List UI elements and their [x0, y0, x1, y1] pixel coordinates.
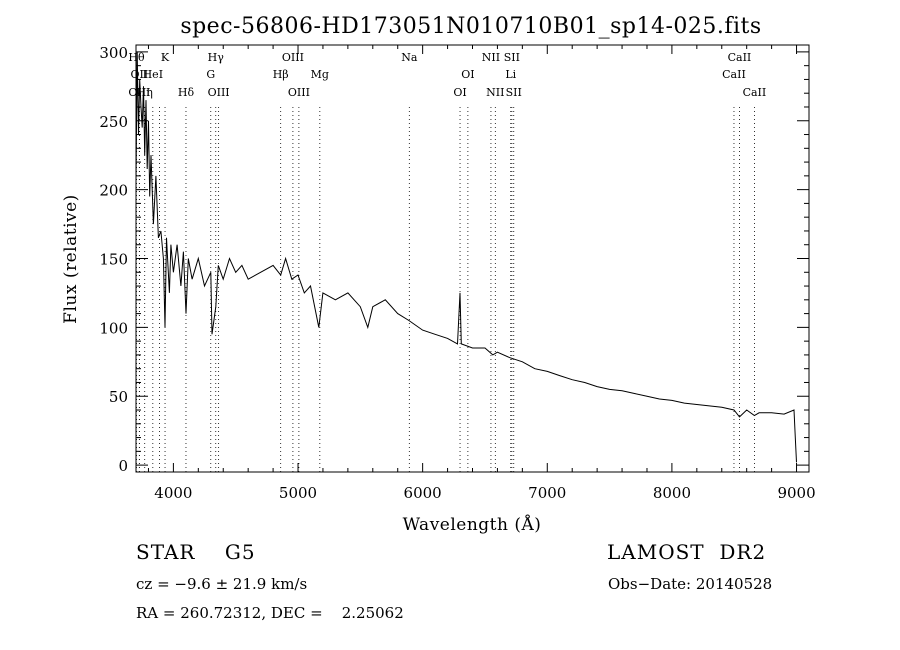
- x-axis-ticks: 4000 5000 6000 7000 8000 9000: [147, 45, 816, 502]
- line-label-25: CaII: [743, 86, 767, 99]
- line-label-11: Hβ: [273, 68, 289, 81]
- y-tick-label-0: 0: [118, 457, 128, 475]
- spectrum-line: [135, 51, 797, 463]
- line-label-18: NII: [482, 51, 500, 64]
- spectral-line-markers: HθOIIOIIIHηHeIKHδGHγOIIIHβOIIIOIIIMgNaOI…: [128, 51, 766, 472]
- y-tick-label-3: 150: [99, 251, 128, 269]
- line-label-22: SII: [506, 86, 522, 99]
- x-tick-label-3: 7000: [528, 484, 566, 502]
- line-label-14: Mg: [311, 68, 329, 81]
- line-label-6: K: [161, 51, 170, 64]
- y-axis-ticks: 0 50 100 150 200 250 300: [99, 44, 809, 475]
- line-label-15: Na: [401, 51, 418, 64]
- x-tick-label-1: 5000: [279, 484, 317, 502]
- line-label-8: G: [206, 68, 215, 81]
- line-label-4: HeI: [143, 68, 163, 81]
- line-label-24: CaII: [728, 51, 752, 64]
- line-label-20: Li: [505, 68, 516, 81]
- y-tick-label-2: 100: [99, 319, 128, 337]
- line-label-19: NII: [486, 86, 504, 99]
- observation-date: Obs−Date: 20140528: [608, 575, 773, 593]
- line-label-17: OI: [461, 68, 474, 81]
- line-label-13: OIII: [288, 86, 310, 99]
- line-label-16: OI: [453, 86, 466, 99]
- y-tick-label-4: 200: [99, 182, 128, 200]
- x-tick-label-2: 6000: [404, 484, 442, 502]
- survey-name: LAMOST DR2: [607, 540, 767, 564]
- x-axis-label: Wavelength (Å): [403, 514, 542, 535]
- line-label-7: Hδ: [178, 86, 195, 99]
- line-label-1: OII: [131, 68, 149, 81]
- x-tick-label-4: 8000: [653, 484, 691, 502]
- x-tick-label-5: 9000: [777, 484, 815, 502]
- line-label-21: SII: [504, 51, 520, 64]
- y-tick-label-5: 250: [99, 113, 128, 131]
- line-label-23: CaII: [722, 68, 746, 81]
- coordinates: RA = 260.72312, DEC = 2.25062: [136, 604, 404, 622]
- chart-title: spec-56806-HD173051N010710B01_sp14-025.f…: [180, 14, 761, 39]
- plot-frame: [135, 44, 810, 473]
- object-class: STAR G5: [136, 540, 256, 564]
- line-label-9: Hγ: [208, 51, 225, 64]
- y-tick-label-1: 50: [109, 388, 128, 406]
- y-axis-label: Flux (relative): [61, 194, 81, 324]
- redshift-cz: cz = −9.6 ± 21.9 km/s: [136, 575, 308, 593]
- line-label-12: OIII: [282, 51, 304, 64]
- line-label-10: OIII: [208, 86, 230, 99]
- y-tick-label-6: 300: [99, 44, 128, 62]
- x-tick-label-0: 4000: [154, 484, 192, 502]
